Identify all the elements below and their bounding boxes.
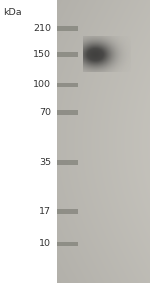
Bar <box>57 209 78 214</box>
Text: 70: 70 <box>39 108 51 117</box>
Bar <box>57 160 78 165</box>
Text: 10: 10 <box>39 239 51 248</box>
Text: 150: 150 <box>33 50 51 59</box>
Text: kDa: kDa <box>3 8 22 18</box>
Text: 35: 35 <box>39 158 51 167</box>
Bar <box>57 110 78 115</box>
Text: 100: 100 <box>33 80 51 89</box>
Bar <box>57 52 78 57</box>
Bar <box>57 26 78 31</box>
Text: 17: 17 <box>39 207 51 216</box>
Bar <box>57 83 78 87</box>
Bar <box>57 242 78 246</box>
Text: 210: 210 <box>33 24 51 33</box>
